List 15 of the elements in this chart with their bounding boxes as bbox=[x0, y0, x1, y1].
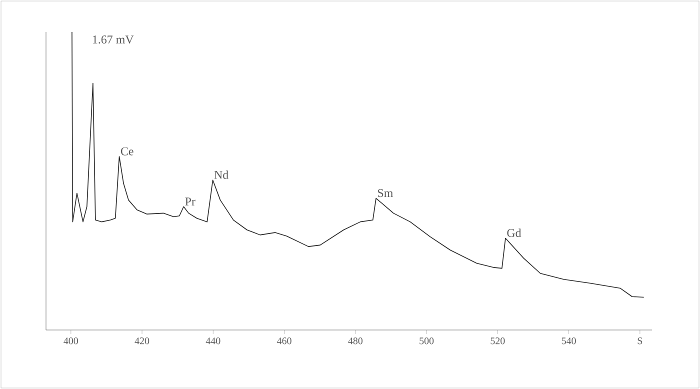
x-tick-label: 540 bbox=[562, 338, 576, 344]
x-tick-label: S bbox=[638, 338, 642, 344]
annotation: Gd bbox=[507, 228, 522, 238]
x-tick-label: 520 bbox=[490, 338, 505, 344]
x-tick-label: 400 bbox=[64, 338, 78, 344]
annotation: Ce bbox=[120, 147, 134, 156]
x-tick-label: 460 bbox=[276, 338, 292, 344]
x-tick-label: 480 bbox=[348, 338, 363, 344]
x-tick-label: 440 bbox=[206, 338, 220, 344]
annotation: Pr bbox=[185, 198, 196, 206]
x-tick-label: 420 bbox=[134, 338, 150, 344]
annotation: Nd bbox=[214, 170, 228, 179]
annotation: Sm bbox=[378, 189, 393, 198]
x-tick-label: 500 bbox=[420, 338, 434, 344]
annotation: 1.67 mV bbox=[92, 36, 134, 44]
